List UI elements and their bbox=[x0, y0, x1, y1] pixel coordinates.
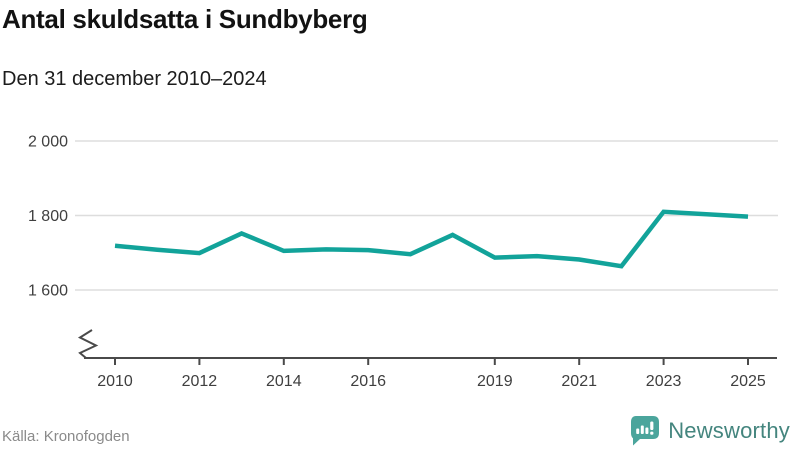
x-tick-label: 2019 bbox=[477, 373, 513, 390]
y-axis-labels: 2 000 1 800 1 600 bbox=[28, 134, 68, 300]
y-tick-label: 2 000 bbox=[28, 134, 68, 151]
chart-subtitle: Den 31 december 2010–2024 bbox=[2, 68, 267, 90]
data-line bbox=[114, 209, 749, 269]
data-line-series bbox=[114, 209, 749, 269]
y-tick-label: 1 800 bbox=[28, 208, 68, 225]
gridlines bbox=[75, 140, 778, 291]
x-tick-label: 2025 bbox=[730, 373, 766, 390]
x-tick-label: 2010 bbox=[97, 373, 133, 390]
newsworthy-wordmark: Newsworthy bbox=[668, 418, 790, 443]
chart-title: Antal skuldsatta i Sundbyberg bbox=[2, 4, 368, 34]
x-axis-labels: 2010 2012 2014 2016 2019 2021 2023 2025 bbox=[97, 373, 766, 390]
y-tick-label: 1 600 bbox=[28, 283, 68, 300]
x-tick-label: 2021 bbox=[561, 373, 597, 390]
newsworthy-logo-icon bbox=[631, 416, 660, 446]
x-tick-label: 2014 bbox=[266, 373, 302, 390]
x-tick-label: 2012 bbox=[182, 373, 218, 390]
x-axis bbox=[77, 329, 777, 365]
x-tick-label: 2023 bbox=[646, 373, 682, 390]
axis-break-zigzag-icon bbox=[77, 329, 99, 359]
x-tick-label: 2016 bbox=[350, 373, 386, 390]
source-note: Källa: Kronofogden bbox=[2, 428, 130, 445]
newsworthy-brand: Newsworthy bbox=[630, 415, 790, 447]
